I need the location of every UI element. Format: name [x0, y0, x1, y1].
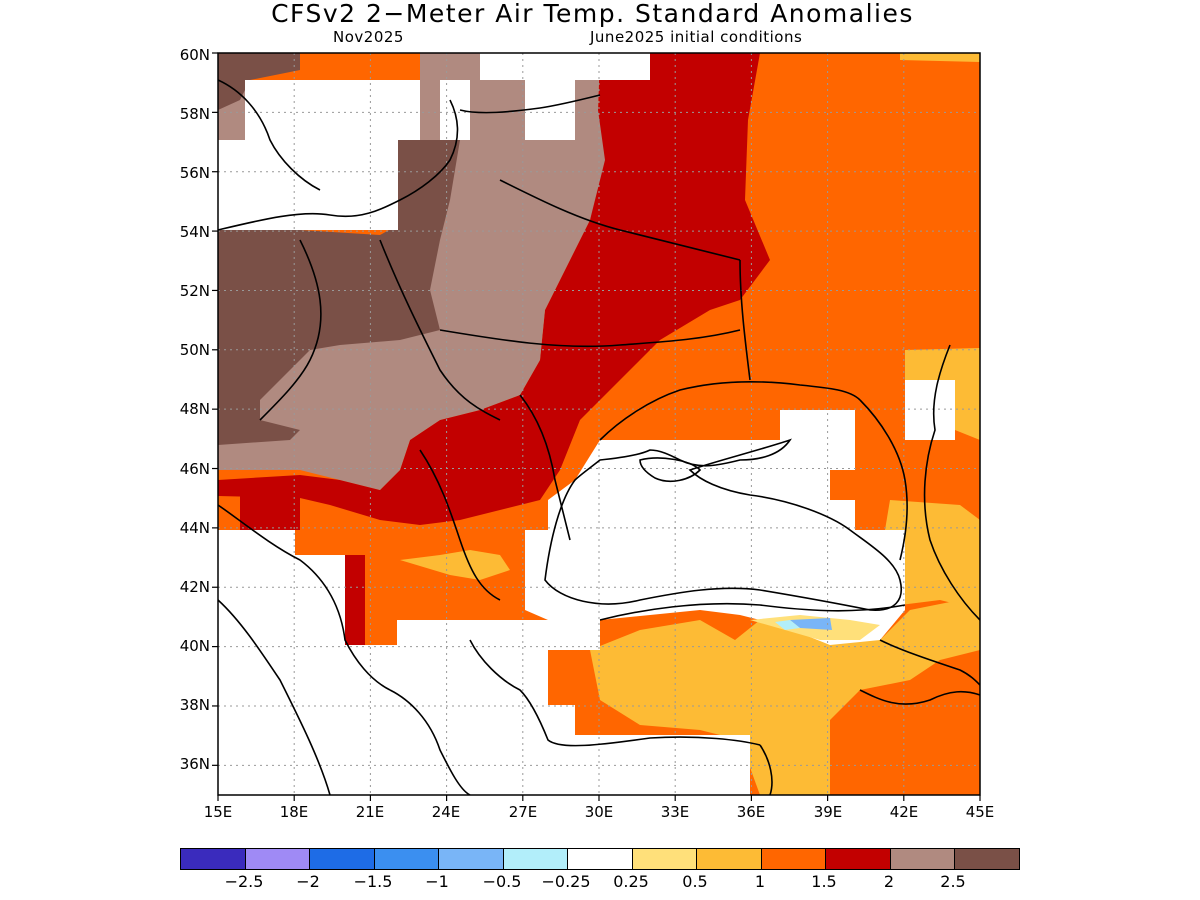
- colorbar-swatch: [697, 849, 762, 869]
- region-white-baltic: [218, 53, 420, 230]
- anatolia-north-coast: [599, 602, 906, 621]
- region-white-finland: [525, 80, 575, 140]
- axis-ticks: [212, 52, 981, 801]
- region-white-aegean: [397, 645, 548, 795]
- region-paleblue-spot: [775, 620, 800, 630]
- colorbar-label: −1: [425, 872, 449, 891]
- lat-label: 36N: [179, 755, 210, 773]
- country-border-11: [759, 744, 773, 795]
- lat-label: 60N: [179, 46, 210, 64]
- region-lightblue-spot: [790, 618, 832, 630]
- lon-label: 15E: [203, 803, 233, 821]
- forecast-month: Nov2025: [333, 28, 404, 46]
- scandinavia-coast: [218, 79, 321, 191]
- aegean-coast: [469, 639, 761, 747]
- region-darkred-adriatic: [240, 495, 300, 530]
- lat-label: 52N: [179, 282, 210, 300]
- colorbar-label: −2: [296, 872, 320, 891]
- colorbar-swatch: [439, 849, 504, 869]
- lat-label: 44N: [179, 519, 210, 537]
- colorbar-label: 0.25: [613, 872, 649, 891]
- lat-label: 38N: [179, 696, 210, 714]
- colorbar-swatch: [503, 849, 569, 869]
- country-border-7: [599, 380, 861, 441]
- region-lightorange-balkan: [400, 550, 510, 580]
- graticule: [218, 53, 980, 795]
- adriatic-coast: [218, 504, 391, 691]
- lat-label: 54N: [179, 223, 210, 241]
- region-darkred: [218, 53, 770, 525]
- lon-label: 36E: [736, 803, 766, 821]
- colorbar-swatch: [374, 849, 440, 869]
- country-border-3: [439, 329, 741, 348]
- baltic-coast: [218, 99, 459, 231]
- colorbar-label: 0.5: [682, 872, 708, 891]
- region-darkbrown-scandinavia: [218, 53, 300, 110]
- lat-label: 48N: [179, 400, 210, 418]
- colorbar-label: −2.5: [224, 872, 264, 891]
- colorbar-swatch: [245, 849, 311, 869]
- colorbar-swatch: [826, 849, 891, 869]
- lat-label: 56N: [179, 164, 210, 182]
- lon-label: 27E: [508, 803, 538, 821]
- lon-label: 42E: [889, 803, 919, 821]
- country-border-8: [739, 259, 751, 381]
- italy-coast: [218, 599, 331, 795]
- colorbar-swatch: [761, 849, 827, 869]
- lat-label: 46N: [179, 460, 210, 478]
- gulf-finland-coast: [459, 94, 601, 114]
- region-white-north: [480, 53, 650, 80]
- colorbar-swatch: [310, 849, 375, 869]
- colorbar-label: −0.5: [482, 872, 522, 891]
- caspian-coast: [923, 344, 980, 621]
- lon-label: 39E: [813, 803, 843, 821]
- country-border-6: [419, 449, 501, 601]
- lon-label: 33E: [660, 803, 690, 821]
- crimea-coast: [639, 457, 702, 482]
- colorbar-swatch: [890, 849, 956, 869]
- colorbar-swatch: [632, 849, 698, 869]
- lon-label: 24E: [431, 803, 461, 821]
- region-lightorange-anatolia: [590, 600, 980, 795]
- lat-label: 40N: [179, 637, 210, 655]
- lat-label: 58N: [179, 105, 210, 123]
- colorbar-label: −1.5: [353, 872, 393, 891]
- lat-label: 50N: [179, 341, 210, 359]
- initial-conditions: June2025 initial conditions: [590, 28, 803, 46]
- colorbar-label: −0.25: [541, 872, 591, 891]
- colorbar-label: 2: [883, 872, 895, 891]
- country-border-1: [259, 239, 322, 421]
- colorbar-swatch: [955, 849, 1019, 869]
- colorbar-label: 1: [754, 872, 766, 891]
- anomaly-shading: [218, 53, 980, 795]
- coastlines: [218, 79, 980, 795]
- lon-label: 30E: [584, 803, 614, 821]
- chart-title: CFSv2 2−Meter Air Temp. Standard Anomali…: [271, 0, 914, 28]
- blacksea-coast: [544, 438, 902, 611]
- colorbar-label: 1.5: [811, 872, 837, 891]
- colorbar-label: 2.5: [940, 872, 966, 891]
- country-border-12: [859, 689, 980, 705]
- lon-label: 21E: [355, 803, 385, 821]
- lon-label: 45E: [965, 803, 995, 821]
- colorbar-swatch: [181, 849, 246, 869]
- greece-coast: [389, 689, 471, 795]
- color-bar: [180, 848, 1020, 870]
- lat-label: 42N: [179, 578, 210, 596]
- country-border-5: [519, 394, 571, 541]
- country-border-2: [379, 239, 501, 421]
- country-border-9: [859, 399, 908, 561]
- region-lightorange-northeast: [900, 53, 980, 62]
- region-white-caspian-gap: [905, 380, 955, 440]
- colorbar-swatch: [568, 849, 633, 869]
- region-darkred-albania: [345, 555, 365, 645]
- country-border-4: [499, 179, 741, 261]
- country-border-10: [879, 639, 980, 686]
- lon-label: 18E: [279, 803, 309, 821]
- region-darkbrown-central: [218, 140, 460, 445]
